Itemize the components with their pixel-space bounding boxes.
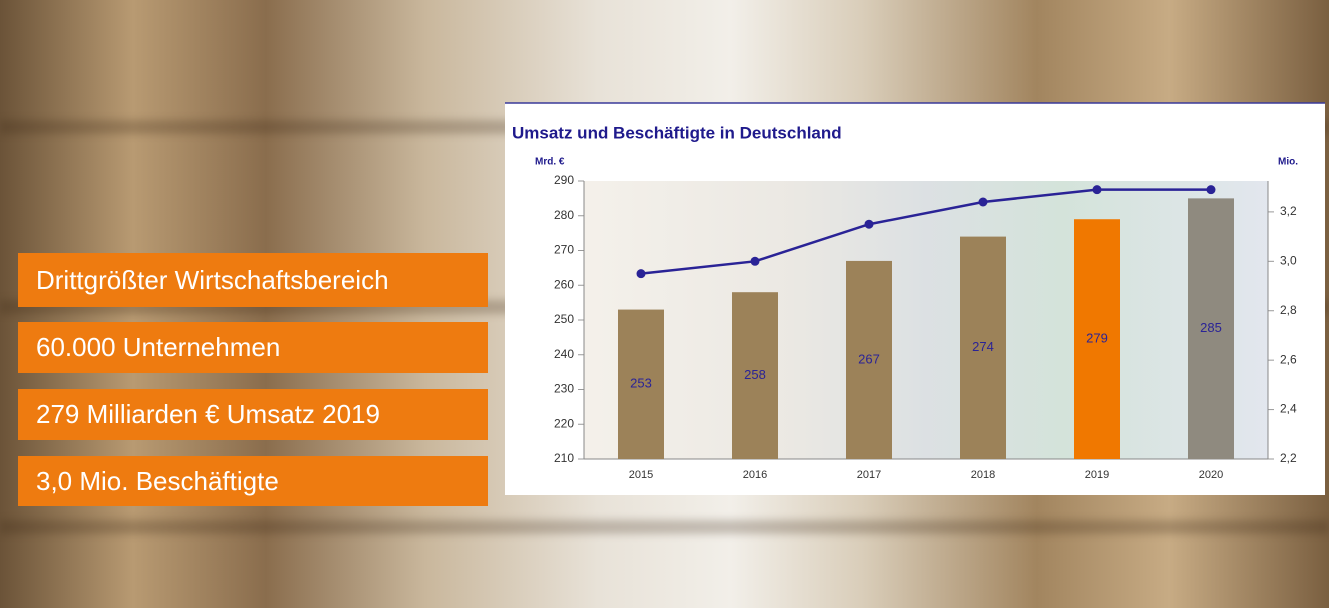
y2-axis-title: Mio. (1278, 157, 1298, 168)
y-tick-label: 290 (554, 173, 574, 187)
y-tick-label: 230 (554, 382, 574, 396)
data-label: 279 (1086, 331, 1108, 346)
data-label: 253 (630, 376, 652, 391)
y2-tick-label: 2,2 (1280, 451, 1297, 465)
data-label: 258 (744, 367, 766, 382)
chart: Umsatz und Beschäftigte in Deutschland M… (0, 0, 1329, 608)
line-point (1207, 185, 1216, 194)
y2-tick-label: 3,0 (1280, 253, 1297, 267)
chart-title: Umsatz und Beschäftigte in Deutschland (512, 123, 842, 142)
line-point (637, 269, 646, 278)
y-tick-label: 270 (554, 243, 574, 257)
y-tick-label: 220 (554, 416, 574, 430)
y2-tick-label: 3,2 (1280, 204, 1297, 218)
y-tick-label: 210 (554, 451, 574, 465)
x-tick-label: 2019 (1085, 469, 1109, 481)
x-tick-label: 2020 (1199, 469, 1223, 481)
x-tick-label: 2017 (857, 469, 881, 481)
y-tick-label: 240 (554, 347, 574, 361)
line-point (751, 257, 760, 266)
data-label: 274 (972, 339, 994, 354)
x-tick-label: 2016 (743, 469, 767, 481)
line-point (1093, 185, 1102, 194)
y2-tick-label: 2,4 (1280, 402, 1297, 416)
x-tick-label: 2015 (629, 469, 653, 481)
x-tick-label: 2018 (971, 469, 995, 481)
line-point (865, 220, 874, 229)
slide: Drittgrößter Wirtschaftsbereich 60.000 U… (0, 0, 1329, 608)
plot-background (584, 181, 1268, 459)
data-label: 285 (1200, 320, 1222, 335)
y2-tick-label: 2,8 (1280, 303, 1297, 317)
y-tick-label: 280 (554, 208, 574, 222)
line-point (979, 198, 988, 207)
y2-tick-label: 2,6 (1280, 352, 1297, 366)
y-axis-title: Mrd. € (535, 157, 565, 168)
y-tick-label: 250 (554, 312, 574, 326)
data-label: 267 (858, 351, 880, 366)
y-tick-label: 260 (554, 277, 574, 291)
